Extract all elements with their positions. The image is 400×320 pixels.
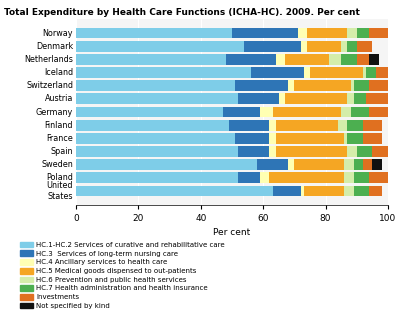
Bar [238, 93, 279, 104]
Bar [235, 133, 270, 144]
Bar [276, 120, 338, 131]
Bar [260, 172, 270, 183]
Bar [369, 107, 388, 117]
Bar [341, 41, 348, 52]
Bar [363, 133, 382, 144]
Bar [229, 120, 270, 131]
Bar [270, 133, 276, 144]
Bar [354, 80, 369, 91]
Bar [276, 146, 348, 157]
Bar [76, 172, 238, 183]
Bar [76, 133, 235, 144]
Bar [369, 28, 388, 38]
Bar [260, 107, 272, 117]
Bar [301, 41, 307, 52]
Text: Total Expenditure by Health Care Functions (ICHA-HC). 2009. Per cent: Total Expenditure by Health Care Functio… [4, 8, 360, 17]
Bar [76, 159, 257, 170]
Bar [285, 93, 348, 104]
Bar [76, 93, 238, 104]
Bar [354, 159, 363, 170]
Bar [369, 186, 382, 196]
Bar [354, 172, 369, 183]
Bar [348, 120, 363, 131]
Bar [341, 54, 357, 65]
Bar [298, 28, 307, 38]
Bar [348, 28, 357, 38]
Bar [270, 172, 344, 183]
Bar [357, 146, 372, 157]
Bar [341, 107, 350, 117]
Bar [329, 54, 341, 65]
Bar [76, 107, 223, 117]
Bar [350, 107, 369, 117]
Bar [279, 93, 285, 104]
Bar [366, 93, 388, 104]
Bar [272, 186, 301, 196]
Bar [372, 159, 382, 170]
Bar [354, 93, 366, 104]
Bar [76, 54, 226, 65]
Bar [363, 159, 372, 170]
Legend: HC.1-HC.2 Services of curative and rehabilitative care, HC.3  Services of long-t: HC.1-HC.2 Services of curative and rehab… [20, 242, 225, 309]
Bar [232, 28, 298, 38]
Bar [310, 67, 363, 78]
Bar [76, 28, 232, 38]
Bar [344, 186, 354, 196]
Bar [288, 80, 294, 91]
Bar [307, 41, 341, 52]
Bar [372, 146, 388, 157]
Bar [257, 159, 288, 170]
Bar [76, 67, 251, 78]
Bar [354, 186, 369, 196]
Bar [76, 146, 238, 157]
Bar [226, 54, 276, 65]
Bar [76, 120, 229, 131]
Bar [369, 80, 388, 91]
Bar [276, 133, 344, 144]
Bar [348, 133, 363, 144]
Bar [238, 172, 260, 183]
Bar [350, 80, 354, 91]
Bar [235, 80, 288, 91]
Bar [294, 159, 344, 170]
Bar [363, 120, 382, 131]
Bar [357, 41, 372, 52]
Bar [251, 67, 304, 78]
Bar [244, 41, 301, 52]
Bar [357, 54, 369, 65]
Bar [366, 67, 376, 78]
Bar [76, 41, 244, 52]
Bar [76, 80, 235, 91]
Bar [338, 120, 348, 131]
Bar [344, 159, 354, 170]
Bar [76, 186, 272, 196]
Bar [285, 54, 329, 65]
Bar [369, 54, 379, 65]
Bar [272, 107, 341, 117]
Bar [304, 186, 344, 196]
Bar [348, 41, 357, 52]
Bar [369, 172, 388, 183]
X-axis label: Per cent: Per cent [213, 228, 251, 237]
Bar [344, 133, 348, 144]
Bar [376, 67, 388, 78]
Bar [307, 28, 348, 38]
Bar [304, 67, 310, 78]
Bar [344, 172, 354, 183]
Bar [348, 93, 354, 104]
Bar [270, 120, 276, 131]
Bar [270, 146, 276, 157]
Bar [223, 107, 260, 117]
Bar [276, 54, 285, 65]
Bar [294, 80, 350, 91]
Bar [238, 146, 270, 157]
Bar [348, 146, 357, 157]
Bar [301, 186, 304, 196]
Bar [363, 67, 366, 78]
Bar [288, 159, 294, 170]
Bar [357, 28, 369, 38]
